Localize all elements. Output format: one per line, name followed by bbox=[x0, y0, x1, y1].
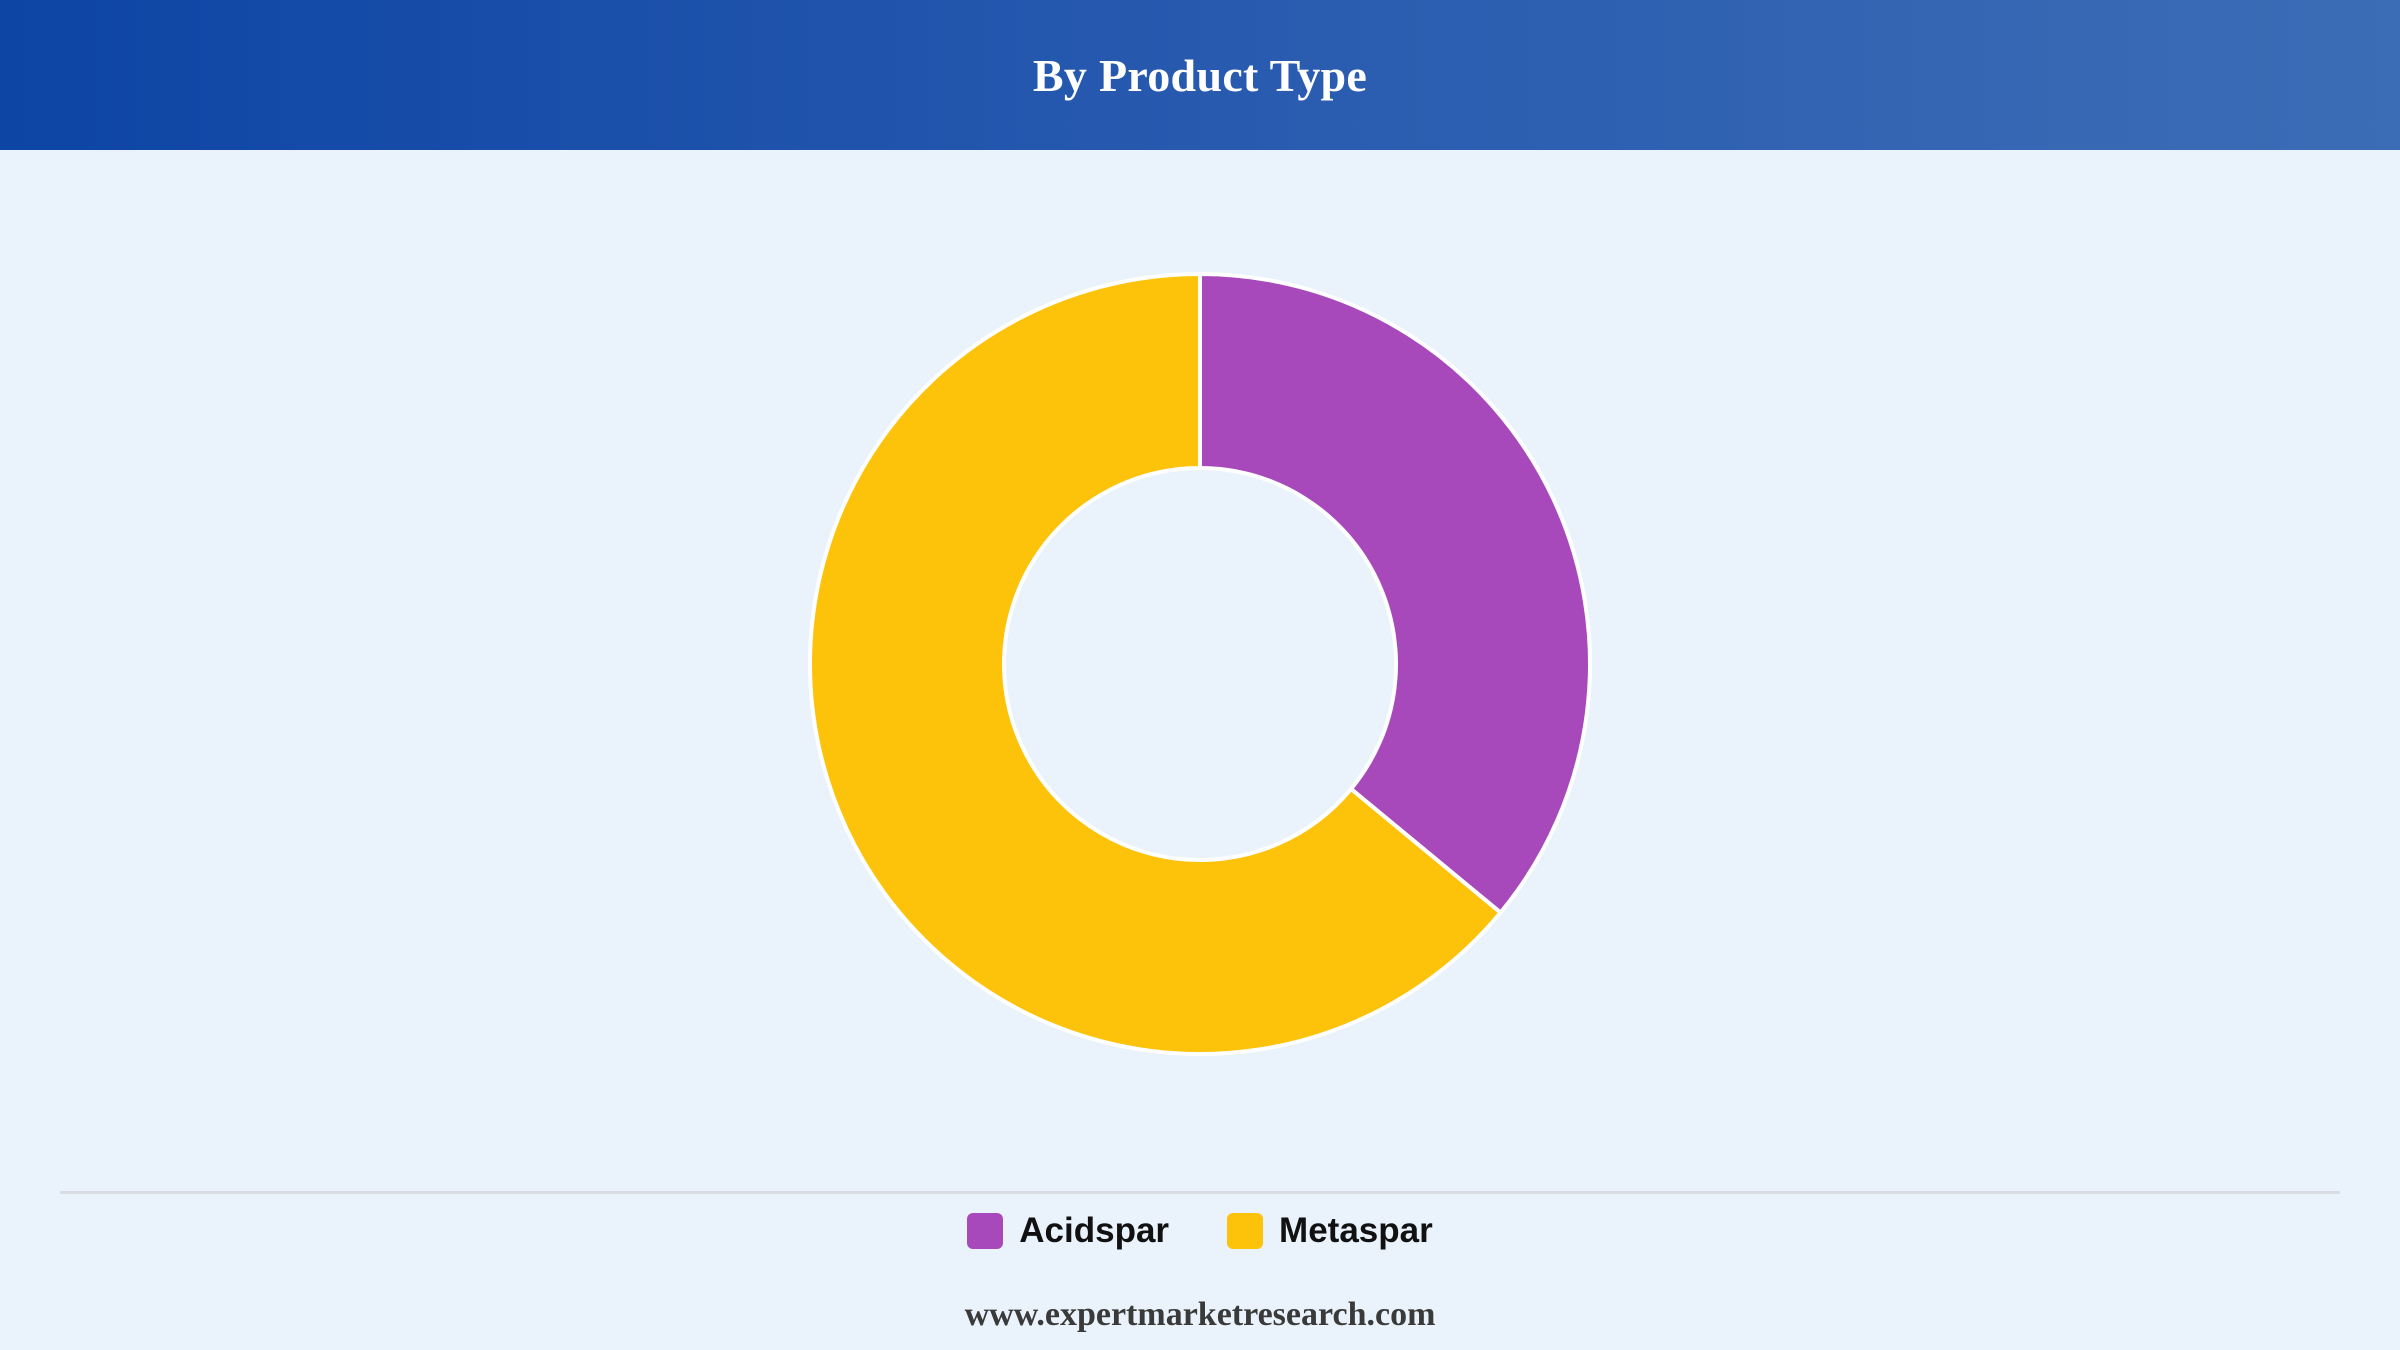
legend: Acidspar Metaspar bbox=[0, 1206, 2400, 1256]
legend-swatch-acidspar bbox=[967, 1213, 1004, 1249]
legend-item-metaspar[interactable]: Metaspar bbox=[1227, 1211, 1433, 1251]
source-url: www.expertmarketresearch.com bbox=[964, 1296, 1436, 1333]
legend-swatch-metaspar bbox=[1227, 1213, 1264, 1249]
header-banner: By Product Type bbox=[0, 0, 2400, 150]
donut-slice-acidspar[interactable] bbox=[1198, 272, 1592, 915]
donut-slice-metaspar[interactable] bbox=[808, 272, 1503, 1056]
legend-divider bbox=[60, 1191, 2340, 1194]
legend-item-acidspar[interactable]: Acidspar bbox=[967, 1211, 1169, 1251]
donut-chart bbox=[808, 272, 1592, 1056]
legend-label-metaspar: Metaspar bbox=[1279, 1211, 1433, 1250]
chart-title: By Product Type bbox=[1032, 49, 1368, 101]
legend-label-acidspar: Acidspar bbox=[1019, 1211, 1170, 1250]
